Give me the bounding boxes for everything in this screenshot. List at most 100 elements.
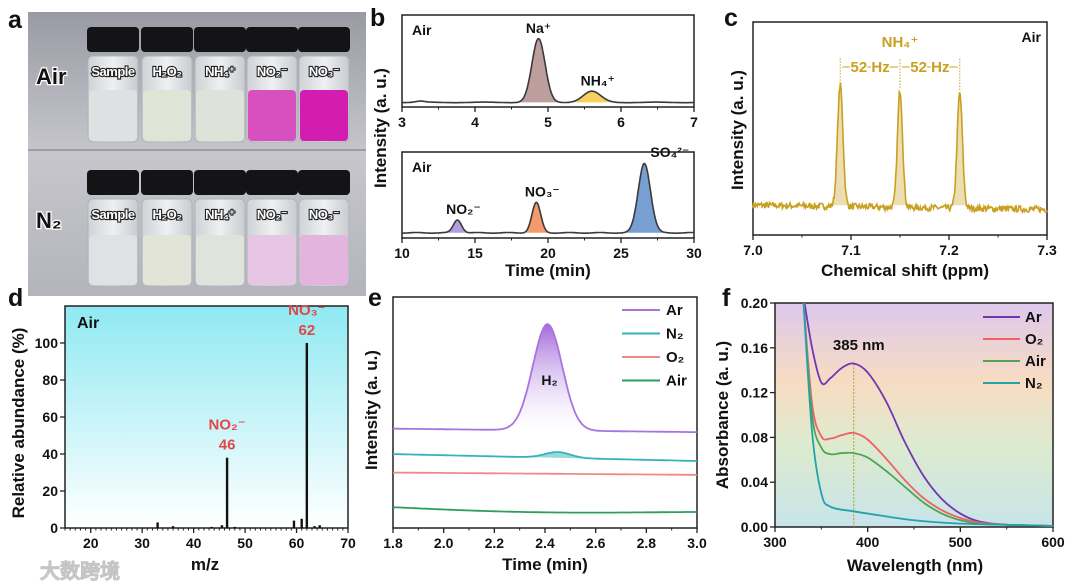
peak-label: NO₃⁻	[525, 184, 560, 200]
vial: NH₄⁺	[194, 170, 246, 287]
x-tick-label: 400	[856, 534, 880, 550]
legend-label: N₂	[666, 326, 684, 343]
peak-ion-label: NO₃⁻	[288, 302, 325, 319]
d-plot-background	[65, 306, 348, 528]
385nm-label: 385 nm	[833, 337, 885, 354]
x-tick-label: 2.8	[637, 535, 657, 551]
y-tick-label: 40	[42, 446, 58, 462]
x-tick-label: 7.2	[939, 242, 959, 258]
x-tick-label: 10	[394, 245, 410, 261]
x-tick-label: 500	[949, 534, 973, 550]
x-tick-label: 3.0	[687, 535, 707, 551]
vial: NO₃⁻	[298, 170, 350, 287]
x-tick-label: 7.3	[1037, 242, 1057, 258]
vial-label: Sample	[91, 64, 135, 79]
x-tick-label: 50	[237, 535, 253, 551]
x-tick-label: 25	[613, 245, 629, 261]
panel-label-a: a	[8, 6, 23, 34]
vial-cap	[87, 27, 139, 52]
vial: NO₃⁻	[298, 27, 350, 143]
nmr-spectrum-line	[752, 82, 1048, 215]
x-tick-label: 15	[467, 245, 483, 261]
legend-label: Ar	[666, 302, 683, 319]
b-y-axis-title: Intensity (a. u.)	[371, 68, 390, 188]
panel-label-d: d	[8, 284, 23, 312]
watermark-logo: 大数跨境	[40, 559, 120, 583]
vial-cap	[246, 170, 298, 195]
vial-cap	[141, 27, 193, 52]
legend-label: Air	[666, 373, 687, 390]
vial-cap	[194, 27, 246, 52]
y-tick-label: 80	[42, 372, 58, 388]
y-tick-label: 0.20	[741, 295, 768, 311]
c-y-axis-title: Intensity (a. u.)	[728, 70, 747, 190]
x-tick-label: 7.1	[841, 242, 861, 258]
vial-liquid	[89, 90, 137, 141]
peak-label: SO₄²⁻	[650, 144, 689, 160]
peak-fill	[949, 92, 970, 211]
vial-liquid	[143, 235, 191, 285]
peak-fill	[622, 163, 666, 233]
vial-cap	[298, 27, 350, 52]
e-y-axis-title: Intensity (a. u.)	[362, 350, 381, 470]
peak-fill	[521, 202, 552, 234]
x-tick-label: 6	[617, 114, 625, 130]
y-tick-label: 0.04	[741, 474, 768, 490]
peak-ion-label: NO₂⁻	[209, 417, 246, 434]
x-tick-label: 20	[83, 535, 99, 551]
vial: NH₄⁺	[194, 27, 246, 143]
x-tick-label: 30	[686, 245, 702, 261]
vial-liquid	[300, 90, 348, 141]
panel-label-f: f	[722, 284, 731, 312]
peak-label: NO₂⁻	[446, 201, 481, 217]
d-y-axis-title: Relative abundance (%)	[9, 328, 28, 519]
peak-fill	[829, 82, 851, 209]
vial-cap	[141, 170, 193, 195]
nh4-annotation: NH₄⁺	[882, 34, 919, 51]
vial-label: NO₂⁻	[257, 64, 287, 79]
vial-liquid	[248, 90, 296, 141]
x-tick-label: 7.0	[743, 242, 763, 258]
peak-label: Na⁺	[526, 20, 551, 36]
c-x-axis-title: Chemical shift (ppm)	[821, 261, 989, 280]
panel-labels: a b c d e f 大数跨境	[8, 4, 738, 583]
peak-mz-label: 62	[298, 322, 315, 339]
d-x-axis-title: m/z	[191, 555, 219, 574]
panel-label-c: c	[724, 4, 738, 32]
y-tick-label: 20	[42, 483, 58, 499]
x-tick-label: 70	[340, 535, 356, 551]
absorbance-line	[803, 303, 1053, 527]
charts: 3 4 5 6 7 Na⁺ NH₄⁺ Air 10 15 20 25 30 NO₂⁻ NO₃⁻ SO₄²⁻ Ai…	[9, 14, 1065, 575]
x-tick-label: 2.6	[586, 535, 606, 551]
x-tick-label: 20	[540, 245, 556, 261]
x-tick-label: 600	[1041, 534, 1065, 550]
gc-trace-line	[393, 451, 697, 462]
x-tick-label: 3	[398, 114, 406, 130]
vial-cap	[298, 170, 350, 195]
legend-label: O₂	[1025, 331, 1043, 348]
x-tick-label: 7	[690, 114, 698, 130]
h2-peak-label: H₂	[541, 372, 557, 388]
peak-fill	[443, 220, 472, 233]
coupling-label: 52 Hz	[851, 59, 890, 76]
absorbance-line	[802, 303, 1053, 527]
peak-fill	[561, 91, 623, 103]
x-tick-label: 2.2	[485, 535, 505, 551]
x-tick-label: 30	[134, 535, 150, 551]
vial-liquid	[143, 90, 191, 141]
vial: H₂O₂	[141, 170, 193, 287]
x-tick-label: 2.4	[535, 535, 555, 551]
y-tick-label: 0.00	[741, 519, 768, 535]
y-tick-label: 0.08	[741, 429, 768, 445]
vial-cap	[194, 170, 246, 195]
legend-label: O₂	[666, 349, 684, 366]
legend-label: Ar	[1025, 309, 1042, 326]
vial-liquid	[89, 235, 137, 285]
y-tick-label: 0.12	[741, 385, 768, 401]
x-tick-label: 300	[763, 534, 787, 550]
peak-mz-label: 46	[219, 437, 236, 454]
condition-label: Air	[77, 315, 99, 332]
legend-label: Air	[1025, 353, 1046, 370]
b-x-axis-title: Time (min)	[505, 261, 591, 280]
